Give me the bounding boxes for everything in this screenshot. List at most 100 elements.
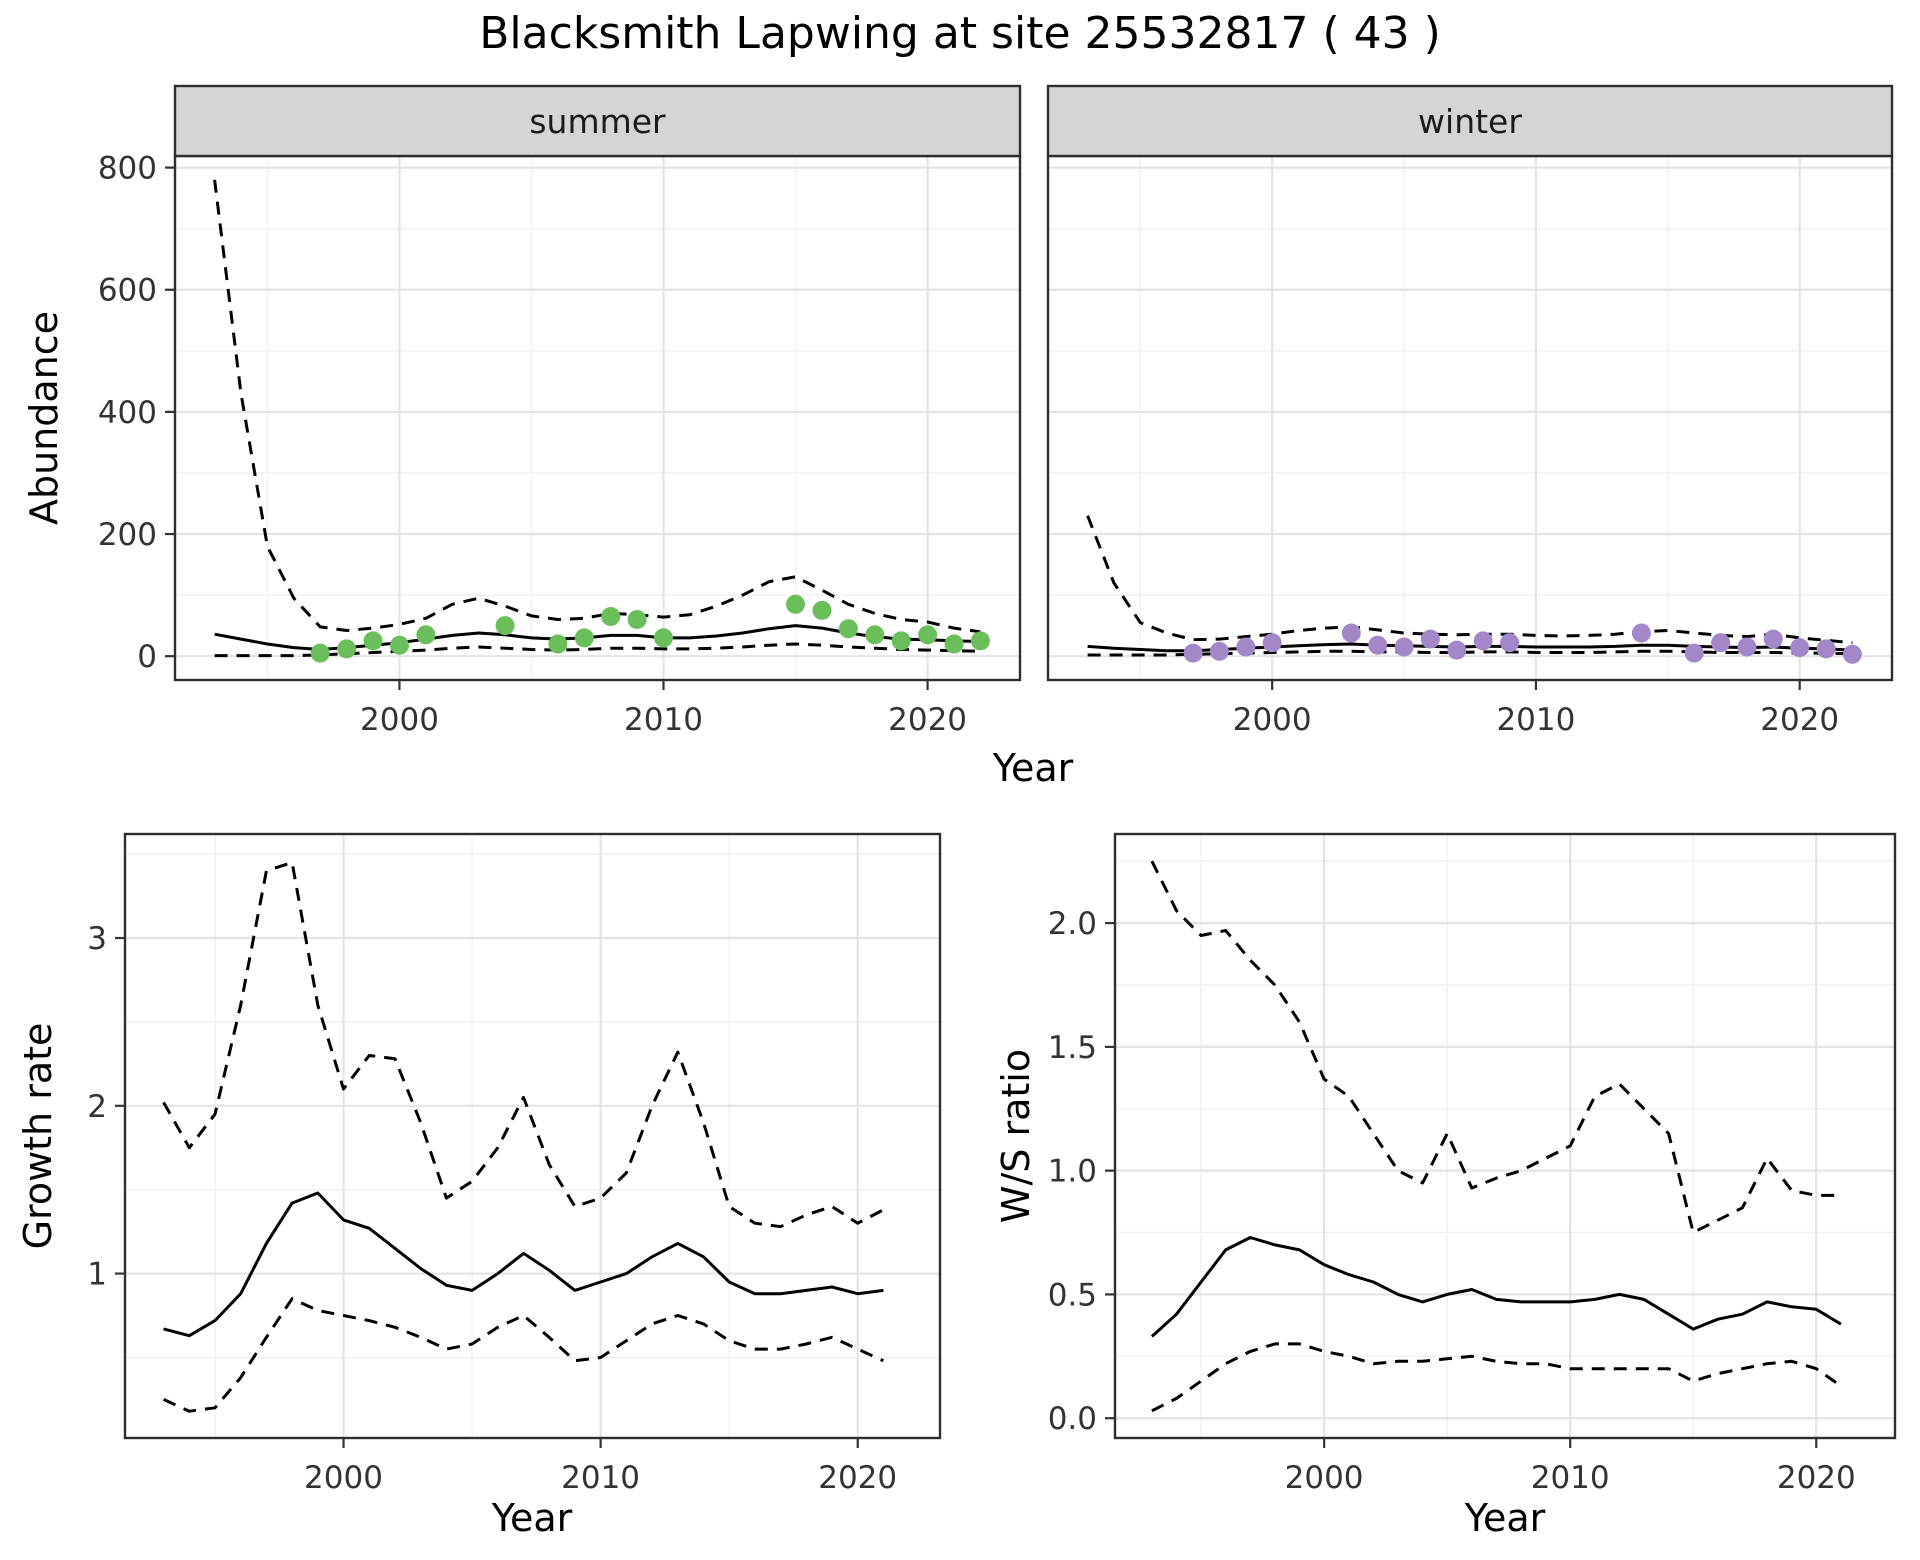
data-point (1262, 633, 1282, 653)
data-point (310, 643, 330, 663)
data-point (416, 625, 436, 645)
growth_rate-axes: 2000 2010 2020 1 2 3 (87, 921, 897, 1496)
data-point (786, 594, 805, 614)
data-point (363, 631, 383, 651)
ws_ratio-upper_95ci-line (1150, 860, 1841, 1234)
y-tick-label: 2 (87, 1089, 107, 1125)
abundance_winter-gridlines (1048, 156, 1892, 680)
abundance_summer-facet-strip (173, 84, 1022, 158)
data-point (1816, 639, 1836, 659)
growth_rate-lower_95ci-line (162, 1297, 885, 1413)
ws-ratio-axis-title: W/S ratio (994, 1048, 1038, 1224)
data-point (812, 600, 832, 620)
data-point (654, 628, 673, 648)
y-tick-label: 0.0 (1048, 1401, 1097, 1437)
data-point (495, 616, 515, 636)
x-tick-label: 2020 (888, 702, 967, 738)
data-point (1420, 629, 1440, 649)
y-tick-label: 1.5 (1048, 1030, 1097, 1066)
data-point (1842, 644, 1862, 664)
growth-rate-panel: 2000 2010 2020 1 2 3 (87, 832, 942, 1496)
top-x-axis-title: Year (992, 746, 1074, 790)
facet-label: winter (1418, 102, 1522, 141)
abundance-axis-title: Abundance (22, 310, 66, 526)
growth_rate-panel-bg (125, 834, 940, 1438)
growth_rate-panel-border (123, 832, 942, 1440)
abundance_winter-facet-strip (1046, 84, 1894, 158)
y-tick-label: 800 (98, 151, 157, 187)
x-tick-label: 2010 (624, 702, 703, 738)
x-tick-label: 2020 (1760, 702, 1839, 738)
y-tick-label: 2.0 (1048, 906, 1097, 942)
abundance_summer-points (310, 594, 990, 663)
data-point (1447, 640, 1467, 660)
data-point (1684, 643, 1704, 663)
data-point (1183, 643, 1203, 663)
data-point (838, 619, 858, 639)
data-point (1631, 623, 1651, 643)
data-point (970, 631, 990, 651)
data-point (918, 625, 938, 645)
y-tick-label: 3 (87, 921, 107, 957)
growth_rate-trend-line (163, 1191, 884, 1338)
data-point (601, 607, 621, 626)
x-tick-label: 2020 (818, 1460, 897, 1496)
ws_ratio-trend-line (1150, 1236, 1842, 1338)
abundance_summer-axes: 2000 2010 2020 0 200 400 600 800 (98, 151, 967, 738)
x-tick-label: 2020 (1777, 1460, 1856, 1496)
abundance_winter-axes: 2000 2010 2020 (1233, 680, 1839, 738)
data-point (574, 628, 594, 648)
x-tick-label: 2010 (1496, 702, 1575, 738)
data-point (1737, 637, 1757, 657)
abundance_winter-points (1183, 623, 1862, 664)
x-tick-label: 2000 (304, 1460, 383, 1496)
abundance_summer-upper_95ci-line (213, 179, 981, 634)
growth_rate-gridlines (125, 834, 940, 1438)
data-point (548, 634, 568, 654)
ws_ratio-panel-bg (1115, 834, 1895, 1438)
y-tick-label: 600 (98, 273, 157, 309)
figure-title: Blacksmith Lapwing at site 25532817 ( 43… (479, 8, 1441, 59)
data-point (1394, 637, 1414, 657)
abundance-summer-panel: 2000 2010 2020 0 200 400 600 800 summer (98, 84, 1022, 738)
x-tick-label: 2000 (360, 702, 439, 738)
data-point (1236, 637, 1256, 657)
ws-ratio-panel: 2000 2010 2020 0.0 0.5 1.0 1.5 2.0 (1048, 832, 1897, 1496)
x-tick-label: 2010 (561, 1460, 640, 1496)
data-point (1763, 629, 1783, 649)
data-point (865, 625, 885, 645)
growth_rate-upper_95ci-line (162, 861, 885, 1229)
ratio-x-axis-title: Year (1464, 1496, 1546, 1540)
y-tick-label: 1 (87, 1257, 107, 1293)
data-point (337, 639, 357, 659)
ws_ratio-lower_95ci-line (1151, 1342, 1842, 1413)
data-point (1368, 635, 1388, 655)
growth-x-axis-title: Year (491, 1496, 573, 1540)
y-tick-label: 0.5 (1048, 1277, 1097, 1313)
y-tick-label: 0 (137, 639, 157, 675)
growth-rate-axis-title: Growth rate (16, 1022, 60, 1250)
ws_ratio-gridlines (1115, 834, 1895, 1438)
y-tick-label: 200 (98, 517, 157, 553)
abundance_summer-panel-bg (175, 156, 1020, 680)
data-point (1711, 633, 1731, 653)
ws_ratio-lines (1150, 860, 1842, 1413)
ws_ratio-panel-border (1113, 832, 1897, 1440)
data-point (1473, 631, 1493, 651)
ws_ratio-axes: 2000 2010 2020 0.0 0.5 1.0 1.5 2.0 (1048, 906, 1856, 1496)
abundance_summer-lower_95ci-line (214, 642, 981, 658)
y-tick-label: 1.0 (1048, 1154, 1097, 1190)
growth_rate-lines (162, 861, 885, 1413)
x-tick-label: 2000 (1233, 702, 1312, 738)
abundance_winter-lower_95ci-line (1087, 649, 1853, 657)
data-point (1341, 623, 1361, 643)
x-tick-label: 2000 (1285, 1460, 1364, 1496)
data-point (1209, 641, 1229, 661)
facet-label: summer (529, 102, 666, 141)
x-tick-label: 2010 (1531, 1460, 1610, 1496)
data-point (1500, 633, 1520, 653)
y-tick-label: 400 (98, 395, 157, 431)
data-point (891, 631, 911, 651)
data-point (1790, 638, 1810, 658)
